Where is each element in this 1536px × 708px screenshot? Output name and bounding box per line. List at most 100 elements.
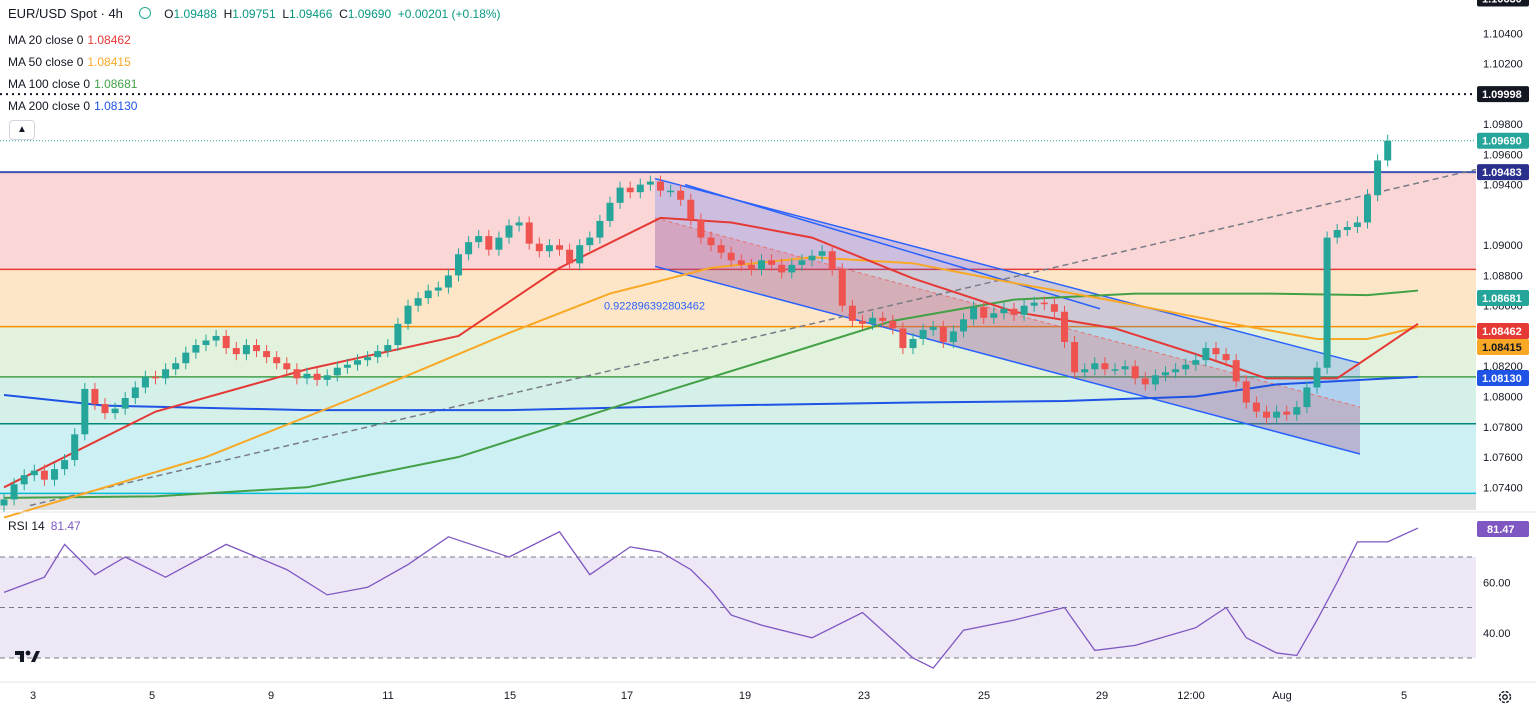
rsi-legend[interactable]: RSI 14 81.47	[8, 518, 81, 534]
candle	[869, 317, 877, 324]
candle	[1333, 230, 1341, 238]
candle	[919, 329, 927, 339]
indicator-ma20[interactable]: MA 20 close 0 1.08462	[8, 33, 131, 47]
candle	[525, 222, 533, 244]
candle	[71, 434, 79, 461]
channel-midline	[654, 217, 1361, 408]
candle	[1111, 369, 1119, 371]
price-tick-label: 1.09000	[1483, 240, 1523, 252]
time-tick-label: Aug	[1272, 690, 1292, 702]
candle	[152, 376, 159, 379]
time-tick-label: 3	[30, 690, 36, 702]
candle	[606, 202, 614, 221]
price-label-text: 1.10630	[1482, 0, 1522, 5]
candle	[333, 367, 341, 376]
gear-icon[interactable]	[1497, 689, 1513, 705]
candle	[1081, 369, 1089, 373]
candle	[485, 236, 493, 250]
candle	[1263, 411, 1270, 418]
candle	[121, 398, 129, 409]
candle	[707, 237, 715, 246]
candle	[758, 260, 765, 270]
timeframe-label[interactable]: 4h	[108, 6, 123, 21]
chevron-up-icon[interactable]: ▲	[9, 120, 35, 140]
channel-upper-line	[654, 177, 1361, 364]
price-label-badge	[1477, 339, 1529, 355]
price-label-text: 1.09690	[1482, 136, 1522, 148]
candle	[455, 254, 462, 276]
candle	[808, 255, 816, 261]
candle	[1121, 366, 1129, 370]
rsi-value-badge	[1477, 521, 1529, 537]
candle	[859, 320, 866, 324]
candle	[81, 388, 89, 435]
time-tick-label: 17	[621, 690, 633, 702]
time-tick-label: 9	[268, 690, 274, 702]
candle	[1141, 378, 1149, 385]
candle	[646, 181, 654, 185]
rsi-value-text: 81.47	[1487, 524, 1515, 536]
candle	[687, 199, 695, 220]
candle	[40, 470, 48, 480]
indicator-ma100[interactable]: MA 100 close 0 1.08681	[8, 77, 138, 91]
ma100-line	[3, 289, 1419, 499]
candle	[879, 317, 887, 321]
candle	[61, 460, 69, 470]
rsi-tick-label: 40.00	[1483, 628, 1511, 640]
channel-inner-line	[684, 183, 1101, 310]
price-tick-label: 1.09800	[1483, 119, 1523, 131]
candle	[727, 252, 735, 261]
fib-zone	[0, 493, 1476, 510]
candle	[566, 249, 574, 264]
candle	[596, 220, 604, 238]
indicator-ma50[interactable]: MA 50 close 0 1.08415	[8, 55, 131, 69]
candle	[626, 187, 634, 193]
candle	[1071, 342, 1079, 373]
time-tick-label: 12:00	[1177, 690, 1205, 702]
tradingview-logo-icon[interactable]	[14, 648, 40, 664]
price-label-badge	[1477, 164, 1529, 181]
candle	[1374, 160, 1382, 196]
candle	[848, 305, 856, 321]
candle	[1202, 348, 1210, 361]
fib-level-label: 0.922896392803462	[604, 301, 705, 313]
candle	[515, 222, 523, 226]
candle	[828, 251, 836, 270]
ma200-line	[3, 375, 1419, 412]
symbol-name[interactable]: EUR/USD Spot	[8, 6, 97, 21]
candle	[212, 335, 220, 341]
candle	[293, 369, 301, 379]
candle	[737, 260, 745, 265]
candle	[10, 484, 18, 500]
time-tick-label: 23	[858, 690, 870, 702]
candle	[1162, 372, 1169, 376]
candle	[1232, 360, 1240, 382]
time-tick-label: 19	[739, 690, 751, 702]
candle	[404, 305, 412, 324]
candle	[1050, 304, 1058, 312]
candle	[1010, 308, 1018, 315]
candle	[111, 408, 119, 414]
price-tick-label: 1.09600	[1483, 149, 1523, 161]
price-label-badge	[1477, 323, 1529, 339]
price-tick-label: 1.07800	[1483, 422, 1523, 434]
candle	[263, 351, 271, 358]
candle	[677, 190, 685, 200]
candle	[253, 345, 260, 352]
candle	[1172, 369, 1180, 373]
candle	[1313, 367, 1321, 388]
candle	[1192, 360, 1200, 365]
candle	[222, 335, 230, 349]
price-tick-label: 1.09400	[1483, 180, 1523, 192]
price-tick-label: 1.08800	[1483, 270, 1523, 282]
candle	[1273, 411, 1281, 418]
price-label-text: 1.08415	[1482, 342, 1522, 354]
ma50-line	[3, 256, 1419, 519]
candle	[798, 260, 806, 265]
indicator-ma200[interactable]: MA 200 close 0 1.08130	[8, 99, 138, 113]
candle	[1151, 375, 1159, 385]
candle	[303, 373, 311, 379]
price-tick-label: 1.07400	[1483, 482, 1523, 494]
candle	[51, 469, 58, 480]
